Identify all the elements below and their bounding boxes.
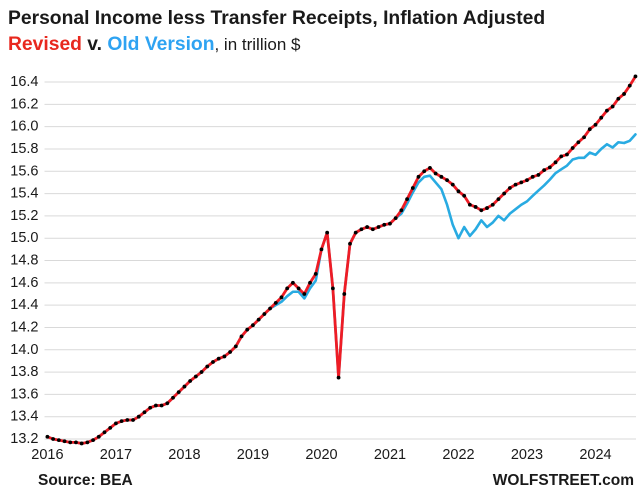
svg-text:14.6: 14.6 xyxy=(10,275,38,291)
svg-text:2022: 2022 xyxy=(442,447,474,463)
svg-text:16.2: 16.2 xyxy=(10,96,38,112)
svg-text:14.2: 14.2 xyxy=(10,319,38,335)
svg-text:13.2: 13.2 xyxy=(10,431,38,447)
svg-text:15.4: 15.4 xyxy=(10,186,38,202)
svg-text:15.6: 15.6 xyxy=(10,163,38,179)
svg-text:13.8: 13.8 xyxy=(10,364,38,380)
svg-text:2016: 2016 xyxy=(31,447,63,463)
svg-text:2018: 2018 xyxy=(168,447,200,463)
svg-text:15.8: 15.8 xyxy=(10,141,38,157)
svg-text:16.4: 16.4 xyxy=(10,74,38,90)
svg-text:2017: 2017 xyxy=(100,447,132,463)
svg-text:14.0: 14.0 xyxy=(10,342,38,358)
svg-text:2024: 2024 xyxy=(579,447,611,463)
svg-text:15.2: 15.2 xyxy=(10,208,38,224)
svg-text:2023: 2023 xyxy=(511,447,543,463)
svg-text:13.4: 13.4 xyxy=(10,409,38,425)
svg-text:14.8: 14.8 xyxy=(10,253,38,269)
svg-text:2020: 2020 xyxy=(305,447,337,463)
svg-text:14.4: 14.4 xyxy=(10,297,38,313)
svg-text:2021: 2021 xyxy=(374,447,406,463)
svg-text:15.0: 15.0 xyxy=(10,230,38,246)
svg-text:13.6: 13.6 xyxy=(10,386,38,402)
svg-text:2019: 2019 xyxy=(237,447,269,463)
svg-text:16.0: 16.0 xyxy=(10,119,38,135)
